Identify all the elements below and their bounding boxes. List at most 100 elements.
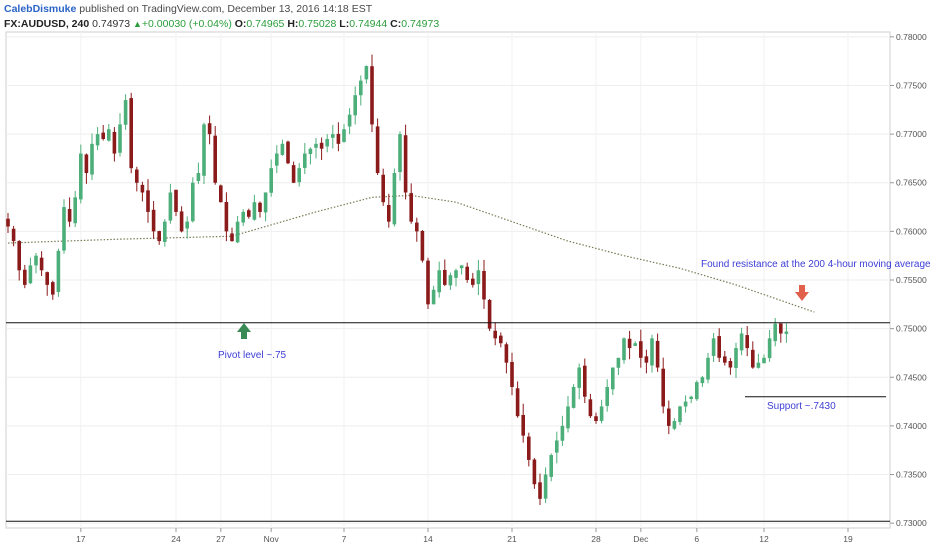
candle-body (51, 282, 55, 295)
candle (258, 201, 262, 218)
candle (437, 261, 441, 298)
candle (342, 124, 346, 143)
candle-body (6, 218, 10, 227)
candle-body (616, 357, 621, 368)
candle (247, 208, 251, 219)
candle-body (560, 425, 565, 441)
candles (6, 54, 789, 505)
candle-body (224, 201, 229, 232)
candle-body (751, 349, 755, 368)
candle (202, 122, 206, 185)
candle (622, 337, 626, 364)
candle (745, 325, 749, 357)
candle (672, 418, 677, 431)
candle (95, 127, 100, 151)
candle (661, 357, 665, 414)
candle-body (17, 241, 21, 271)
candle (706, 352, 710, 384)
candle (644, 349, 649, 374)
candle (45, 271, 49, 296)
publish-text: published on TradingView.com, December 1… (76, 3, 373, 15)
x-tick-label: 7 (342, 534, 347, 544)
support-annotation: Support ~.7430 (767, 401, 836, 412)
price-change: +0.00030 (+0.04%) (141, 18, 232, 30)
candle (51, 280, 55, 300)
candle (560, 415, 565, 446)
y-tick-label: 0.75500 (896, 275, 927, 285)
candle (639, 329, 643, 368)
x-tick-label: 21 (507, 534, 517, 544)
x-tick-label: 17 (76, 534, 86, 544)
candle (420, 229, 425, 263)
candle-body (504, 344, 509, 363)
candle (387, 193, 391, 228)
candle (683, 395, 688, 413)
candle-body (291, 165, 296, 183)
candle (213, 126, 217, 185)
candle-body (521, 414, 525, 436)
candle (594, 412, 598, 424)
candle-body (471, 278, 475, 285)
y-tick-label: 0.77000 (896, 129, 927, 139)
author-link[interactable]: CalebDismuke (4, 3, 77, 15)
candle-body (700, 377, 705, 384)
candle-body (241, 211, 245, 223)
candle-body (454, 270, 458, 278)
candle (6, 213, 10, 234)
candle (711, 332, 716, 362)
candle-body (420, 230, 425, 261)
y-tick-label: 0.73000 (896, 518, 927, 528)
candle (185, 216, 189, 239)
candle (314, 138, 318, 159)
candle (157, 230, 161, 245)
candle (734, 342, 738, 379)
candle-body (174, 189, 178, 212)
candle-body (683, 401, 688, 407)
candle-body (745, 335, 749, 349)
candle-body (392, 173, 397, 225)
candle-body (157, 231, 161, 242)
candle-body (381, 174, 385, 203)
candle-body (510, 361, 514, 387)
candle-body (644, 356, 649, 363)
candle (112, 127, 117, 162)
candle-body (319, 142, 324, 149)
x-tick-label: 27 (216, 534, 226, 544)
candle-body (101, 132, 105, 139)
candle-body (661, 368, 665, 407)
candle-body (213, 135, 217, 183)
candle (359, 75, 363, 106)
candle (588, 393, 593, 418)
candle-body (711, 338, 716, 356)
candle-body (482, 270, 486, 300)
candle (191, 177, 195, 223)
candle (241, 209, 245, 226)
candle-body (107, 129, 111, 141)
candle-body (779, 323, 783, 334)
candle (555, 431, 559, 464)
candle-body (235, 221, 240, 243)
candle-body (28, 265, 33, 284)
candle-body (151, 209, 156, 232)
candle-body (611, 367, 615, 390)
candle-body (706, 357, 710, 380)
candle (392, 168, 397, 227)
candle-body (112, 131, 117, 154)
candle-body (135, 169, 139, 183)
candle (493, 322, 497, 346)
candle (784, 323, 789, 343)
candle-body (191, 182, 195, 222)
candle-body (331, 134, 335, 138)
candle (482, 259, 486, 309)
candle-body (448, 275, 453, 286)
candle-body (73, 197, 77, 224)
candle-body (314, 143, 318, 148)
candle (79, 144, 83, 204)
candle-body (280, 143, 285, 155)
candle (627, 330, 632, 360)
candle-body (263, 192, 268, 213)
candle-body (95, 134, 100, 146)
candle-body (118, 124, 122, 153)
candle (146, 179, 150, 223)
